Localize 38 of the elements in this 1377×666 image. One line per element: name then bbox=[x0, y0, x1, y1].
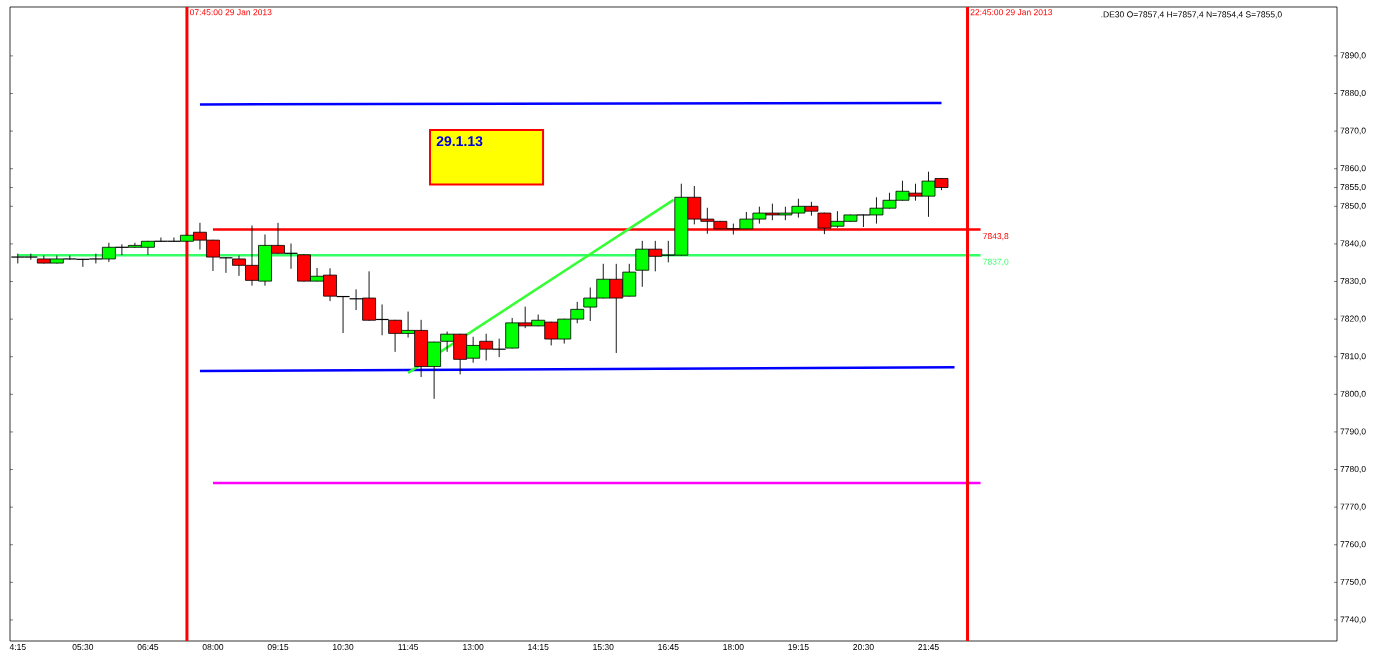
x-tick-label: 19:15 bbox=[788, 644, 809, 651]
y-tick-label: 7860,0 bbox=[1340, 165, 1366, 173]
y-tick-label: 7820,0 bbox=[1340, 315, 1366, 323]
annotation: 07:45:00 29 Jan 2013 bbox=[189, 9, 272, 16]
x-tick-label: 15:30 bbox=[593, 644, 614, 651]
y-tick-label: 7810,0 bbox=[1340, 353, 1366, 361]
y-tick-label: 7770,0 bbox=[1340, 503, 1366, 511]
y-tick-label: 7800,0 bbox=[1340, 390, 1366, 398]
y-tick-label: 7790,0 bbox=[1340, 428, 1366, 436]
y-tick-label: 7855,0 bbox=[1340, 183, 1366, 192]
x-tick-label: 05:30 bbox=[72, 644, 94, 651]
y-tick-label: 7850,0 bbox=[1340, 202, 1366, 210]
annotation: 7837,0 bbox=[983, 258, 1009, 266]
y-tick-label: 7760,0 bbox=[1340, 541, 1366, 549]
x-tick-label: 4:15 bbox=[9, 644, 26, 650]
y-tick-label: 7880,0 bbox=[1340, 89, 1366, 97]
x-tick-label: 16:45 bbox=[658, 644, 679, 651]
y-tick-label: 7780,0 bbox=[1340, 466, 1366, 474]
x-tick-label: 20:30 bbox=[853, 644, 874, 651]
y-tick-label: 7740,0 bbox=[1340, 616, 1366, 624]
y-tick-label: 7830,0 bbox=[1340, 277, 1366, 286]
x-tick-label: 06:45 bbox=[137, 644, 159, 651]
x-tick-label: 08:00 bbox=[202, 644, 224, 651]
x-tick-label: 09:15 bbox=[267, 644, 289, 651]
y-tick-label: 7750,0 bbox=[1340, 578, 1366, 586]
annotation: 22:45:00 29 Jan 2013 bbox=[970, 9, 1053, 16]
annotation: .DE30 O=7857,4 H=7857,4 N=7854,4 S=7855,0 bbox=[1101, 11, 1282, 19]
x-tick-label: 21:45 bbox=[918, 644, 939, 651]
y-tick-label: 7890,0 bbox=[1340, 52, 1366, 60]
y-tick-label: 7870,0 bbox=[1340, 127, 1366, 135]
x-tick-label: 10:30 bbox=[333, 644, 354, 651]
y-tick-label: 7840,0 bbox=[1340, 240, 1366, 248]
x-tick-label: 11:45 bbox=[398, 644, 419, 650]
annotation: 29.1.13 bbox=[436, 136, 483, 147]
annotation: 7843,8 bbox=[983, 233, 1009, 241]
x-tick-label: 13:00 bbox=[463, 644, 484, 651]
x-tick-label: 18:00 bbox=[723, 644, 744, 651]
x-tick-label: 14:15 bbox=[528, 644, 549, 650]
